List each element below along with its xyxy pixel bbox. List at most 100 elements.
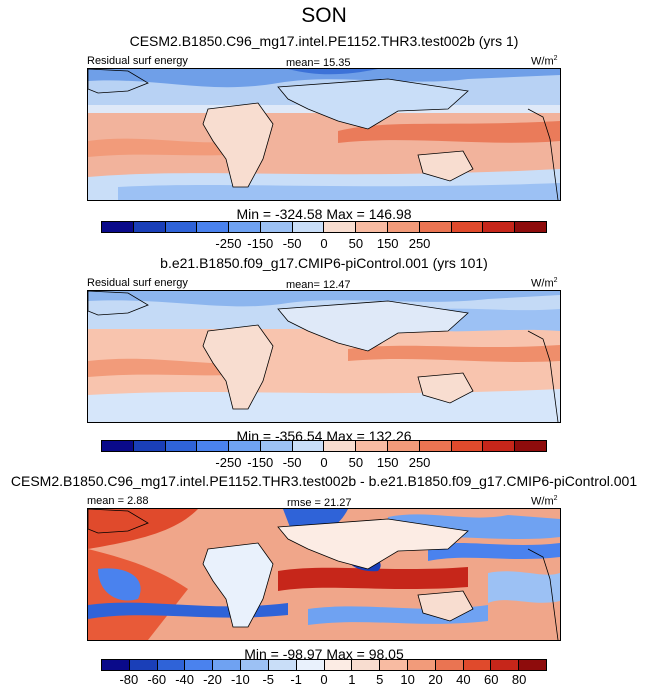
colorbar-tick-label: -60 [147, 672, 167, 687]
colorbar-swatch-2 [165, 441, 198, 451]
colorbar-swatch-13 [515, 222, 546, 232]
colorbar-swatch-6 [292, 222, 325, 232]
colorbar-tick-label: 0 [320, 236, 328, 251]
colorbar-tick-label: 60 [484, 672, 499, 687]
colorbar-swatch-7 [324, 222, 357, 232]
colorbar-tick-label: 250 [408, 455, 431, 470]
colorbar-tick-label: 50 [348, 236, 364, 251]
colorbar-swatch-1 [133, 222, 166, 232]
panel-1-title: CESM2.B1850.C96_mg17.intel.PE1152.THR3.t… [129, 33, 519, 49]
colorbar-swatch-9 [388, 441, 420, 451]
panel-2-mean-label: mean= [286, 279, 320, 291]
panel-3-map [87, 508, 561, 641]
colorbar-tick-label: 40 [456, 672, 471, 687]
colorbar-tick-label: -5 [262, 672, 275, 687]
panel-1-colorbar-ticks: -250 -150 -50 0 50 150 250 [101, 236, 547, 252]
colorbar-tick-label: 150 [376, 455, 399, 470]
panel-3-rmse: rmse = 21.27 [287, 497, 352, 509]
colorbar-tick-label: 5 [376, 672, 384, 687]
panel-2-title: b.e21.B1850.f09_g17.CMIP6-piControl.001 … [160, 255, 488, 271]
colorbar-swatch-9 [352, 660, 381, 670]
panel-3-colorbar-ticks: -80 -60 -40 -20 -10 -5 -1 0 1 5 10 20 40 60 80 [101, 672, 547, 688]
colorbar-tick-label: 150 [376, 236, 399, 251]
colorbar-swatch-15 [519, 660, 546, 670]
colorbar-swatch-6 [268, 660, 297, 670]
panel-1-mean-label: mean= [286, 57, 320, 69]
panel-3-colorbar [101, 659, 547, 671]
colorbar-tick-label: -250 [215, 236, 242, 251]
panel-1-mean-value: 15.35 [323, 57, 351, 69]
colorbar-swatch-8 [324, 660, 353, 670]
panel-3-rmse-label: rmse = [287, 497, 321, 509]
panel-1-mean: mean= 15.35 [286, 57, 351, 69]
colorbar-tick-label: 1 [348, 672, 356, 687]
panel-3-mean-label: mean = [87, 495, 124, 507]
panel-3-units: W/m2 [531, 495, 558, 508]
panel-3-rmse-value: 21.27 [324, 497, 352, 509]
panel-3-map-field [88, 509, 560, 640]
colorbar-tick-label: 80 [511, 672, 527, 687]
panel-1-colorbar [101, 221, 547, 233]
colorbar-swatch-4 [229, 441, 261, 451]
colorbar-swatch-3 [197, 222, 230, 232]
colorbar-swatch-10 [419, 441, 452, 451]
panel-1-units: W/m2 [531, 55, 558, 68]
colorbar-tick-label: -150 [247, 455, 274, 470]
colorbar-swatch-2 [165, 222, 198, 232]
colorbar-tick-label: -80 [119, 672, 139, 687]
colorbar-swatch-7 [296, 660, 325, 670]
colorbar-swatch-13 [515, 441, 546, 451]
colorbar-swatch-12 [483, 222, 516, 232]
colorbar-swatch-5 [241, 660, 269, 670]
colorbar-swatch-8 [356, 441, 389, 451]
panel-2-colorbar-ticks: -250 -150 -50 0 50 150 250 [101, 455, 547, 471]
colorbar-tick-label: -150 [247, 236, 274, 251]
colorbar-swatch-5 [260, 441, 293, 451]
colorbar-tick-label: -250 [215, 455, 242, 470]
panel-1-variable-label: Residual surf energy [87, 55, 188, 67]
colorbar-swatch-10 [419, 222, 452, 232]
panel-2-colorbar [101, 440, 547, 452]
colorbar-swatch-4 [229, 222, 261, 232]
colorbar-tick-label: -50 [282, 455, 302, 470]
page-title: SON [301, 4, 347, 27]
colorbar-swatch-4 [213, 660, 242, 670]
panel-2-mean: mean= 12.47 [286, 279, 351, 291]
colorbar-swatch-9 [388, 222, 420, 232]
panel-3-mean: mean = 2.88 [87, 495, 148, 507]
panel-3-minmax: Min = -98.97 Max = 98.05 [244, 646, 404, 662]
colorbar-tick-label: -20 [203, 672, 222, 687]
colorbar-swatch-0 [102, 660, 130, 670]
colorbar-swatch-3 [185, 660, 214, 670]
colorbar-swatch-12 [435, 660, 464, 670]
colorbar-tick-label: 0 [320, 672, 328, 687]
colorbar-swatch-14 [491, 660, 520, 670]
panel-2-map-field [88, 291, 560, 422]
colorbar-tick-label: -10 [230, 672, 250, 687]
colorbar-tick-label: -50 [282, 236, 302, 251]
colorbar-swatch-10 [380, 660, 408, 670]
colorbar-swatch-5 [260, 222, 293, 232]
colorbar-tick-label: 10 [400, 672, 415, 687]
panel-2-mean-value: 12.47 [323, 279, 351, 291]
colorbar-swatch-11 [451, 222, 484, 232]
colorbar-tick-label: 0 [320, 455, 328, 470]
colorbar-swatch-12 [483, 441, 516, 451]
panel-2-map [87, 290, 561, 423]
colorbar-tick-label: 250 [408, 236, 431, 251]
colorbar-swatch-0 [102, 222, 134, 232]
colorbar-tick-label: -1 [290, 672, 302, 687]
colorbar-tick-label: 20 [428, 672, 443, 687]
panel-3-mean-value: 2.88 [127, 495, 149, 507]
colorbar-swatch-6 [292, 441, 325, 451]
colorbar-swatch-3 [197, 441, 230, 451]
panel-2-variable-label: Residual surf energy [87, 277, 188, 289]
panel-1-minmax: Min = -324.58 Max = 146.98 [236, 206, 412, 222]
colorbar-tick-label: -40 [175, 672, 195, 687]
panel-1-map-field [88, 69, 560, 200]
panel-1-map [87, 68, 561, 201]
colorbar-tick-label: 50 [348, 455, 364, 470]
colorbar-swatch-1 [129, 660, 158, 670]
colorbar-swatch-2 [157, 660, 186, 670]
panel-3-title: CESM2.B1850.C96_mg17.intel.PE1152.THR3.t… [10, 473, 638, 489]
